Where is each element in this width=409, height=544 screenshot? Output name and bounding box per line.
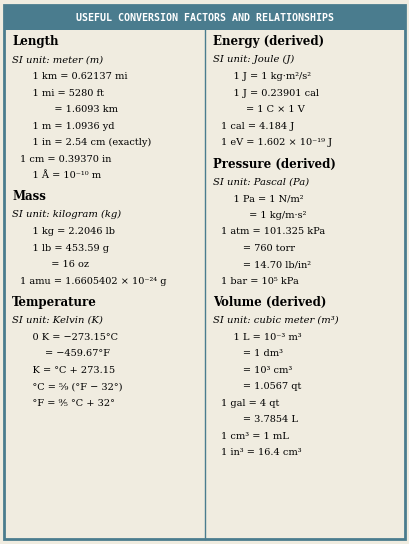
Text: °F = ⁹⁄₅ °C + 32°: °F = ⁹⁄₅ °C + 32°	[20, 399, 115, 408]
Text: 1 gal = 4 qt: 1 gal = 4 qt	[221, 399, 279, 408]
Text: Mass: Mass	[12, 190, 46, 203]
FancyBboxPatch shape	[4, 5, 405, 30]
FancyBboxPatch shape	[4, 5, 405, 539]
Text: 0 K = −273.15°C: 0 K = −273.15°C	[20, 333, 119, 342]
Text: 1 eV = 1.602 × 10⁻¹⁹ J: 1 eV = 1.602 × 10⁻¹⁹ J	[221, 138, 332, 147]
Text: 1 lb = 453.59 g: 1 lb = 453.59 g	[20, 244, 110, 253]
Text: = 760 torr: = 760 torr	[221, 244, 295, 253]
Text: SI unit: Joule (J): SI unit: Joule (J)	[213, 55, 294, 64]
Text: SI unit: meter (m): SI unit: meter (m)	[12, 55, 103, 64]
Text: °C = ⁵⁄₉ (°F − 32°): °C = ⁵⁄₉ (°F − 32°)	[20, 382, 123, 392]
Text: = 14.70 lb/in²: = 14.70 lb/in²	[221, 261, 311, 269]
Text: 1 bar = 10⁵ kPa: 1 bar = 10⁵ kPa	[221, 277, 299, 286]
Text: 1 L = 10⁻³ m³: 1 L = 10⁻³ m³	[221, 333, 301, 342]
Text: 1 Pa = 1 N/m²: 1 Pa = 1 N/m²	[221, 194, 303, 203]
Text: Temperature: Temperature	[12, 296, 97, 309]
Text: = −459.67°F: = −459.67°F	[20, 349, 110, 358]
Text: = 1 C × 1 V: = 1 C × 1 V	[221, 105, 305, 114]
Text: SI unit: Kelvin (K): SI unit: Kelvin (K)	[12, 316, 103, 325]
Text: = 1.0567 qt: = 1.0567 qt	[221, 382, 301, 392]
Text: 1 m = 1.0936 yd: 1 m = 1.0936 yd	[20, 122, 115, 131]
Text: 1 amu = 1.6605402 × 10⁻²⁴ g: 1 amu = 1.6605402 × 10⁻²⁴ g	[20, 277, 167, 286]
Text: = 1 dm³: = 1 dm³	[221, 349, 283, 358]
Text: K = °C + 273.15: K = °C + 273.15	[20, 366, 116, 375]
Text: = 1 kg/m·s²: = 1 kg/m·s²	[221, 211, 306, 220]
Text: = 10³ cm³: = 10³ cm³	[221, 366, 292, 375]
Text: 1 in³ = 16.4 cm³: 1 in³ = 16.4 cm³	[221, 448, 301, 458]
Text: 1 cm = 0.39370 in: 1 cm = 0.39370 in	[20, 154, 112, 164]
Text: 1 J = 0.23901 cal: 1 J = 0.23901 cal	[221, 89, 319, 98]
Text: 1 J = 1 kg·m²/s²: 1 J = 1 kg·m²/s²	[221, 72, 311, 81]
Text: 1 km = 0.62137 mi: 1 km = 0.62137 mi	[20, 72, 128, 81]
Text: = 16 oz: = 16 oz	[20, 261, 90, 269]
Text: SI unit: Pascal (Pa): SI unit: Pascal (Pa)	[213, 177, 309, 186]
Text: 1 atm = 101.325 kPa: 1 atm = 101.325 kPa	[221, 227, 325, 236]
Text: Pressure (derived): Pressure (derived)	[213, 157, 335, 170]
Text: 1 Å = 10⁻¹⁰ m: 1 Å = 10⁻¹⁰ m	[20, 171, 101, 180]
Text: 1 mi = 5280 ft: 1 mi = 5280 ft	[20, 89, 104, 98]
Text: 1 cm³ = 1 mL: 1 cm³ = 1 mL	[221, 432, 289, 441]
Text: = 1.6093 km: = 1.6093 km	[20, 105, 119, 114]
Text: 1 in = 2.54 cm (exactly): 1 in = 2.54 cm (exactly)	[20, 138, 152, 147]
Text: = 3.7854 L: = 3.7854 L	[221, 416, 298, 424]
Text: 1 cal = 4.184 J: 1 cal = 4.184 J	[221, 122, 294, 131]
Text: 1 kg = 2.2046 lb: 1 kg = 2.2046 lb	[20, 227, 115, 236]
Text: Length: Length	[12, 35, 59, 48]
Text: SI unit: kilogram (kg): SI unit: kilogram (kg)	[12, 210, 121, 219]
Text: Energy (derived): Energy (derived)	[213, 35, 324, 48]
Text: SI unit: cubic meter (m³): SI unit: cubic meter (m³)	[213, 316, 338, 325]
Text: Volume (derived): Volume (derived)	[213, 296, 326, 309]
Text: USEFUL CONVERSION FACTORS AND RELATIONSHIPS: USEFUL CONVERSION FACTORS AND RELATIONSH…	[76, 13, 333, 23]
